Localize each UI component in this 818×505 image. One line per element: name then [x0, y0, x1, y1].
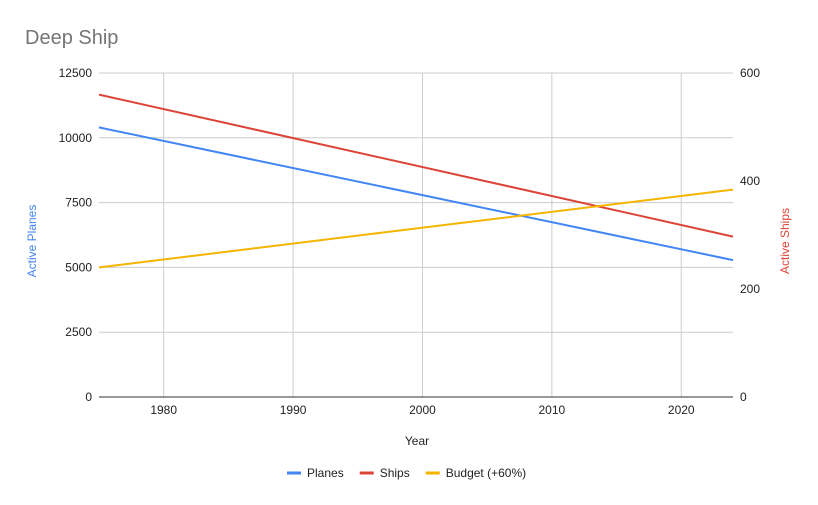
y-left-tick-label: 7500 — [65, 196, 92, 210]
series-line-ships — [98, 93, 734, 238]
legend-label-ships: Ships — [380, 466, 410, 480]
x-tick-label: 1980 — [150, 403, 177, 417]
legend: Planes Ships Budget (+60%) — [287, 466, 526, 480]
x-tick-label: 1990 — [280, 403, 307, 417]
x-tick-label: 2020 — [668, 403, 695, 417]
legend-label-budget-60: Budget (+60%) — [446, 466, 526, 480]
x-tick-label: 2000 — [409, 403, 436, 417]
axes: 0 2500 5000 7500 10000 12500 0 200 400 600 1980 199… — [59, 66, 761, 417]
y-left-tick-label: 10000 — [59, 131, 93, 145]
x-tick-label: 2010 — [539, 403, 566, 417]
chart-title: Deep Ship — [25, 27, 118, 49]
series-line-planes — [98, 126, 734, 262]
y-axis-left-title: Active Planes — [25, 205, 39, 278]
series-lines — [98, 93, 734, 269]
y-left-tick-label: 2500 — [65, 325, 92, 339]
y-axis-right-title: Active Ships — [778, 208, 792, 274]
y-left-tick-label: 12500 — [59, 66, 93, 80]
y-right-tick-label: 600 — [740, 66, 760, 80]
x-axis-title: Year — [405, 434, 429, 448]
legend-label-planes: Planes — [307, 466, 344, 480]
series-line-budget-60 — [98, 188, 734, 269]
y-right-tick-label: 200 — [740, 282, 760, 296]
y-right-tick-label: 400 — [740, 174, 760, 188]
y-right-tick-label: 0 — [740, 390, 747, 404]
y-left-tick-label: 0 — [85, 390, 92, 404]
y-left-tick-label: 5000 — [65, 260, 92, 274]
gridlines — [99, 72, 733, 397]
